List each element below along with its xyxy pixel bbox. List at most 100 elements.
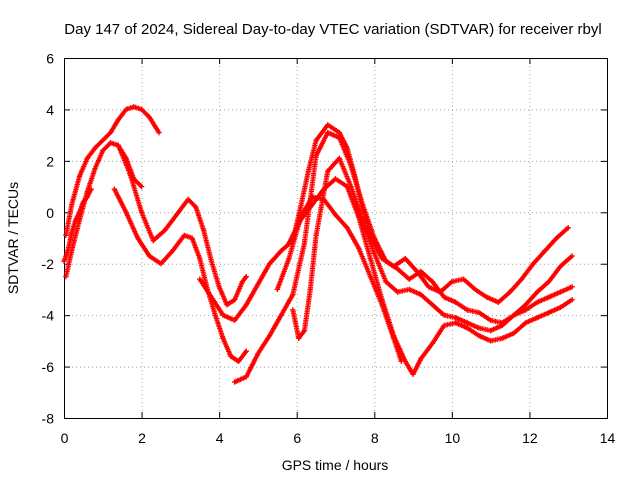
series-sat-e: [111, 186, 249, 365]
chart-title: Day 147 of 2024, Sidereal Day-to-day VTE…: [64, 21, 601, 38]
data-point: [162, 227, 168, 233]
data-point: [63, 273, 69, 280]
data-point: [286, 240, 292, 246]
y-tick-label: 4: [46, 102, 54, 118]
data-point: [383, 279, 389, 285]
data-point: [464, 320, 470, 326]
y-tick-label: -6: [42, 359, 55, 375]
y-axis-label: SDTVAR / TECUs: [5, 182, 21, 294]
data-point: [418, 268, 424, 275]
data-point: [232, 317, 238, 323]
data-point: [530, 261, 536, 267]
data-point: [286, 255, 292, 262]
data-point: [239, 279, 246, 285]
series-sat-g: [232, 129, 575, 385]
data-point: [406, 286, 412, 293]
data-point: [84, 155, 90, 161]
series-sat-h: [290, 155, 575, 341]
data-point: [488, 317, 494, 323]
data-point: [336, 155, 342, 161]
data-point: [546, 309, 552, 316]
data-point: [542, 248, 548, 254]
data-point: [522, 320, 529, 326]
data-point: [150, 237, 156, 244]
data-point: [557, 304, 564, 311]
data-point: [115, 117, 121, 123]
data-point: [232, 379, 238, 385]
data-point: [313, 137, 319, 143]
data-point: [453, 315, 459, 321]
data-point: [429, 340, 436, 347]
data-point: [278, 312, 284, 318]
marker-trace: [115, 142, 249, 308]
data-point: [243, 302, 249, 308]
data-point: [344, 183, 350, 190]
data-point: [100, 147, 106, 154]
data-point: [138, 209, 145, 215]
data-point: [418, 291, 424, 298]
data-point: [472, 286, 478, 293]
data-point: [156, 129, 162, 136]
data-point: [453, 320, 459, 326]
data-point: [197, 276, 203, 282]
data-point: [522, 302, 529, 308]
x-tick-label: 0: [61, 430, 69, 446]
data-point: [441, 312, 447, 318]
data-point: [224, 302, 230, 308]
data-point: [441, 322, 447, 329]
data-point: [80, 199, 86, 205]
data-point: [309, 194, 315, 200]
x-tick-label: 4: [216, 430, 224, 446]
data-point: [488, 338, 494, 344]
data-point: [534, 299, 540, 305]
data-point: [255, 351, 261, 357]
x-tick-label: 8: [371, 430, 379, 446]
data-point: [379, 302, 385, 308]
data-point: [557, 289, 564, 295]
data-point: [107, 140, 114, 146]
data-series: [61, 104, 575, 385]
data-point: [367, 255, 374, 262]
y-tick-label: -4: [42, 308, 55, 324]
x-tick-label: 2: [138, 430, 146, 446]
data-point: [76, 173, 83, 179]
data-point: [146, 253, 152, 259]
data-point: [507, 289, 513, 295]
data-point: [111, 186, 118, 192]
data-point: [488, 327, 494, 334]
data-point: [307, 286, 313, 293]
data-point: [243, 273, 249, 280]
data-point: [185, 196, 191, 203]
series-sat-j: [274, 194, 405, 365]
data-point: [208, 294, 214, 300]
data-point: [499, 335, 505, 341]
data-point: [569, 284, 575, 290]
data-point: [232, 297, 238, 303]
data-point: [73, 217, 79, 223]
data-point: [76, 209, 83, 215]
data-point: [553, 235, 560, 241]
data-point: [235, 358, 242, 365]
y-tick-labels: -8 -6 -4 -2 0 2 4 6: [42, 51, 55, 427]
data-point: [321, 196, 327, 203]
data-point: [460, 276, 467, 282]
data-point: [255, 281, 261, 287]
data-point: [410, 371, 416, 377]
data-point: [336, 135, 342, 141]
data-point: [511, 330, 517, 336]
data-point: [305, 168, 311, 174]
data-point: [266, 261, 273, 267]
data-point: [274, 286, 280, 293]
data-point: [92, 145, 98, 151]
data-point: [360, 201, 366, 208]
data-point: [383, 258, 389, 264]
data-point: [69, 230, 75, 236]
data-point: [228, 353, 234, 359]
data-point: [391, 335, 397, 341]
data-point: [197, 255, 203, 262]
data-point: [208, 258, 214, 264]
data-point: [356, 214, 362, 221]
data-point: [173, 212, 180, 218]
data-point: [484, 294, 490, 300]
data-point: [65, 248, 71, 254]
